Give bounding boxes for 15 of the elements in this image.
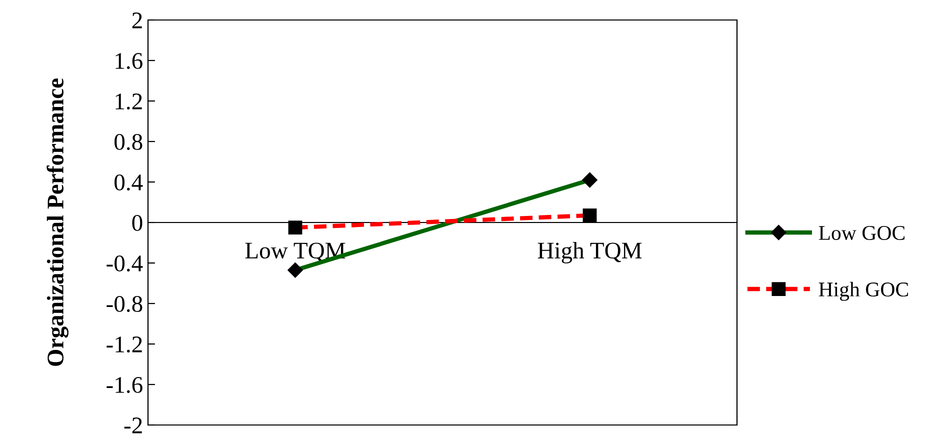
- y-tick-label: 1.2: [116, 94, 142, 110]
- x-tick-label: High TQM: [538, 242, 642, 264]
- legend-label: High GOC: [818, 282, 908, 301]
- y-tick-label: 0.4: [114, 174, 143, 191]
- y-tick-label: 2: [132, 12, 142, 28]
- y-tick-label: -1.6: [106, 377, 142, 394]
- y-tick-label: -1.2: [106, 336, 142, 353]
- y-tick-label: -2: [124, 418, 142, 434]
- y-axis-title: Organizational Performance: [46, 78, 68, 366]
- y-tick-label: 1.6: [116, 53, 142, 70]
- legend-label: Low GOC: [818, 226, 904, 240]
- y-tick-label: -0.8: [106, 296, 142, 312]
- y-tick-label: -0.4: [106, 255, 143, 272]
- y-tick-label: 0: [132, 214, 142, 231]
- y-tick-label: 0.8: [114, 134, 142, 150]
